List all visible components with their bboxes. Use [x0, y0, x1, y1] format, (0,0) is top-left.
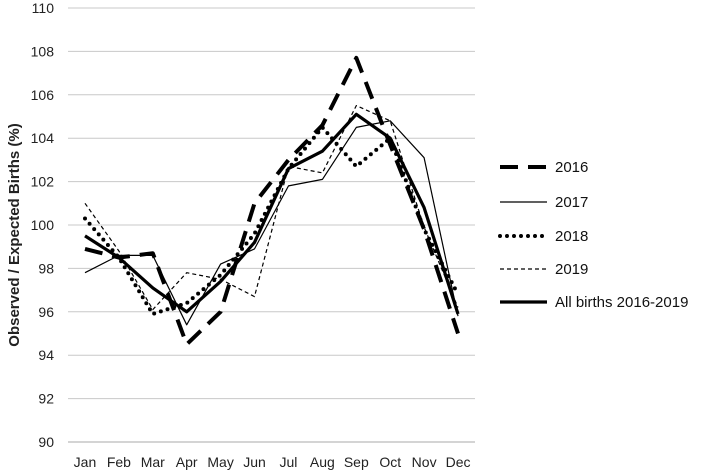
legend-label: 2016 — [555, 159, 588, 176]
y-tick-label: 108 — [31, 43, 55, 59]
series-line-2 — [83, 125, 460, 316]
x-tick-label: Aug — [310, 454, 335, 470]
x-tick-label: Jan — [74, 454, 97, 470]
x-tick-label: Sep — [344, 454, 369, 470]
x-tick-label: Oct — [379, 454, 401, 470]
y-tick-label: 102 — [31, 174, 55, 190]
y-tick-label: 98 — [38, 260, 54, 276]
series-lines — [83, 55, 460, 347]
x-tick-label: Apr — [176, 454, 198, 470]
x-tick-label: Dec — [446, 454, 471, 470]
legend-label: 2019 — [555, 261, 588, 278]
x-tick-labels: Jan Feb Mar Apr May Jun Jul Aug Sep Oct Nov Dec — [74, 454, 471, 470]
y-tick-label: 94 — [38, 347, 54, 363]
x-tick-label: Feb — [107, 454, 131, 470]
x-tick-label: Nov — [412, 454, 437, 470]
series-line-3 — [84, 104, 459, 311]
x-tick-label: Jul — [280, 454, 298, 470]
legend: 2016 2017 2018 2019 All births 2016-2019 — [498, 159, 688, 311]
y-axis-label: Observed / Expected Births (%) — [6, 123, 23, 346]
y-tick-label: 106 — [31, 87, 55, 103]
x-tick-label: Jun — [243, 454, 266, 470]
y-tick-label: 104 — [31, 130, 55, 146]
y-tick-label: 90 — [38, 434, 54, 450]
legend-label: 2017 — [555, 194, 588, 211]
y-tick-label: 96 — [38, 304, 54, 320]
series-line-0 — [84, 55, 460, 347]
y-tick-label: 100 — [31, 217, 55, 233]
y-tick-label: 110 — [32, 0, 55, 16]
series-line-1 — [84, 120, 459, 326]
y-tick-labels: 90 92 94 96 98 100 102 104 106 108 110 — [31, 0, 55, 450]
series-line-4 — [84, 112, 460, 315]
legend-label: All births 2016-2019 — [555, 294, 688, 311]
gridlines — [68, 7, 475, 400]
x-tick-label: Mar — [141, 454, 165, 470]
x-tick-label: May — [207, 454, 233, 470]
legend-label: 2018 — [555, 228, 588, 245]
y-tick-label: 92 — [38, 391, 54, 407]
